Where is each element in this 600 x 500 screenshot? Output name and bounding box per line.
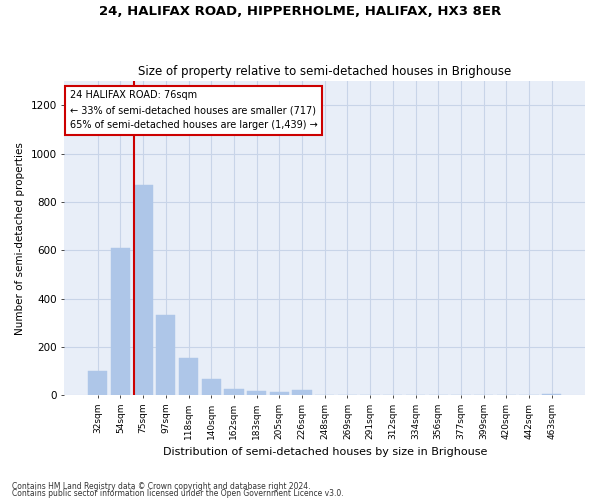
X-axis label: Distribution of semi-detached houses by size in Brighouse: Distribution of semi-detached houses by … [163,448,487,458]
Bar [292,390,311,395]
Y-axis label: Number of semi-detached properties: Number of semi-detached properties [15,142,25,334]
Bar [134,185,153,395]
Bar [179,358,198,395]
Text: Contains HM Land Registry data © Crown copyright and database right 2024.: Contains HM Land Registry data © Crown c… [12,482,311,491]
Bar [111,248,130,395]
Bar [542,394,562,395]
Bar [156,316,175,395]
Text: Contains public sector information licensed under the Open Government Licence v3: Contains public sector information licen… [12,490,344,498]
Text: 24 HALIFAX ROAD: 76sqm
← 33% of semi-detached houses are smaller (717)
65% of se: 24 HALIFAX ROAD: 76sqm ← 33% of semi-det… [70,90,317,130]
Bar [202,380,221,395]
Bar [224,389,244,395]
Bar [88,371,107,395]
Text: 24, HALIFAX ROAD, HIPPERHOLME, HALIFAX, HX3 8ER: 24, HALIFAX ROAD, HIPPERHOLME, HALIFAX, … [99,5,501,18]
Bar [247,391,266,395]
Bar [269,392,289,395]
Title: Size of property relative to semi-detached houses in Brighouse: Size of property relative to semi-detach… [138,66,511,78]
